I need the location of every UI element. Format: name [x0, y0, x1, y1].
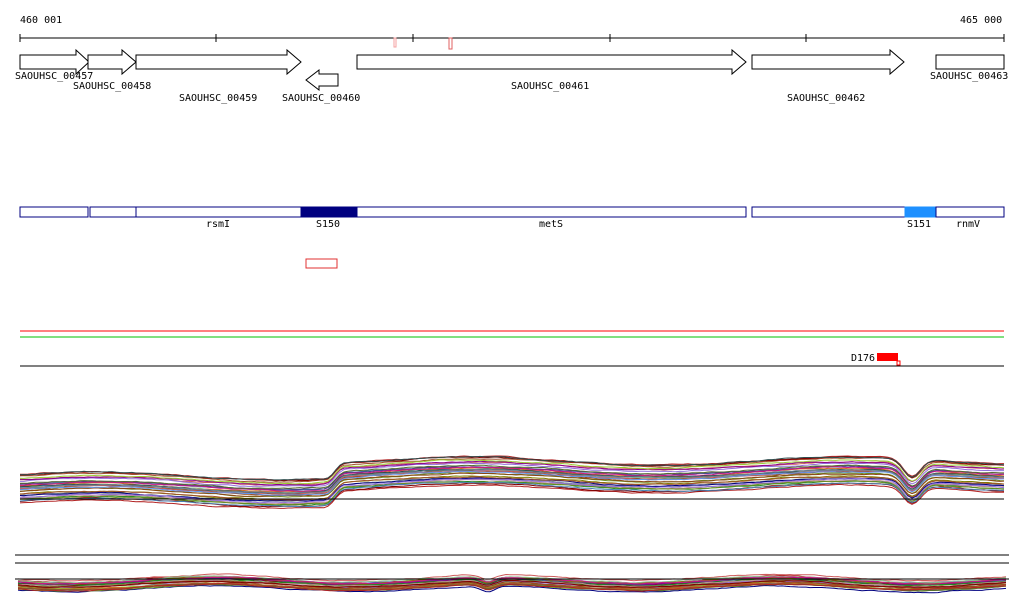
expression-profile-line [19, 465, 1005, 492]
annotation-segment-s151[interactable] [904, 206, 937, 218]
expression-profile-line [19, 483, 1004, 509]
gene-arrow-00460-shape[interactable] [305, 68, 339, 92]
gene-arrow-00457[interactable] [19, 48, 90, 76]
expression-profile-line [19, 464, 1004, 489]
gene-label-00457: SAOUHSC_00457 [15, 71, 93, 82]
expression-profile-line [19, 476, 1005, 501]
expression-profile-line [19, 459, 1005, 485]
annotation-segment-rsmI[interactable] [135, 206, 302, 218]
gene-label-00458: SAOUHSC_00458 [73, 81, 151, 92]
ruler-start-label: 460 001 [20, 15, 62, 26]
annotation-segment-metS[interactable] [356, 206, 747, 218]
annotation-track: rsmI S150 metS S151 rnmV [19, 206, 1005, 230]
expression-profile-line [20, 468, 1005, 494]
expression-profile-line [19, 481, 1005, 508]
expression-profile-line [17, 579, 1007, 588]
coordinate-ruler: 460 001 465 000 [19, 15, 1005, 50]
annotation-segment-rnmV[interactable] [935, 206, 1005, 218]
expression-profile-line [17, 584, 1007, 594]
red-feature-box[interactable] [305, 258, 338, 269]
feature-tick-d176 [896, 360, 901, 366]
gene-label-00459: SAOUHSC_00459 [179, 93, 257, 104]
expression-profile-line [19, 468, 1004, 494]
gene-box-00463[interactable] [935, 54, 1005, 70]
ruler-marker-pink [393, 37, 397, 48]
expression-profile-bundle-2 [17, 573, 1007, 594]
annotation-segment-s150[interactable] [300, 206, 358, 218]
annotation-label-rsmI: rsmI [206, 219, 230, 230]
annotation-segment-2[interactable] [89, 206, 137, 218]
annotation-segment-6[interactable] [751, 206, 906, 218]
gene-label-00462: SAOUHSC_00462 [787, 93, 865, 104]
annotation-label-s151: S151 [907, 219, 931, 230]
gene-arrow-00461[interactable] [356, 48, 747, 76]
feature-label-d176: D176 [851, 353, 875, 364]
gene-arrow-00458[interactable] [87, 48, 137, 76]
annotation-label-metS: metS [539, 219, 563, 230]
gene-track: SAOUHSC_00457 SAOUHSC_00458 SAOUHSC_0045… [15, 48, 1008, 104]
expression-profile-line [20, 462, 1004, 487]
gene-label-00463: SAOUHSC_00463 [930, 71, 1008, 82]
feature-bar-d176[interactable] [877, 353, 898, 361]
expression-profile-line [19, 455, 1005, 481]
expression-profile-line [20, 472, 1005, 497]
expression-profile-line [19, 470, 1005, 496]
expression-profile-line [19, 460, 1005, 486]
annotation-label-s150: S150 [316, 219, 340, 230]
gene-label-00460: SAOUHSC_00460 [282, 93, 360, 104]
expression-profile-line [19, 457, 1005, 483]
expression-profile-line [19, 477, 1005, 504]
gene-label-00461: SAOUHSC_00461 [511, 81, 589, 92]
expression-profile-bundle-1 [19, 455, 1005, 509]
expression-profile-line [17, 581, 1007, 591]
annotation-label-rnmV: rnmV [956, 219, 980, 230]
ruler-ticks [19, 34, 1005, 42]
expression-profile-line [19, 478, 1005, 505]
expression-profile-line [17, 573, 1007, 582]
gene-arrow-00462[interactable] [751, 48, 905, 76]
annotation-segment-1[interactable] [19, 206, 89, 218]
gene-arrow-00459[interactable] [135, 48, 302, 76]
expression-profile-line [17, 583, 1007, 592]
ruler-marker-red [448, 37, 453, 50]
ruler-end-label: 465 000 [960, 15, 1002, 26]
